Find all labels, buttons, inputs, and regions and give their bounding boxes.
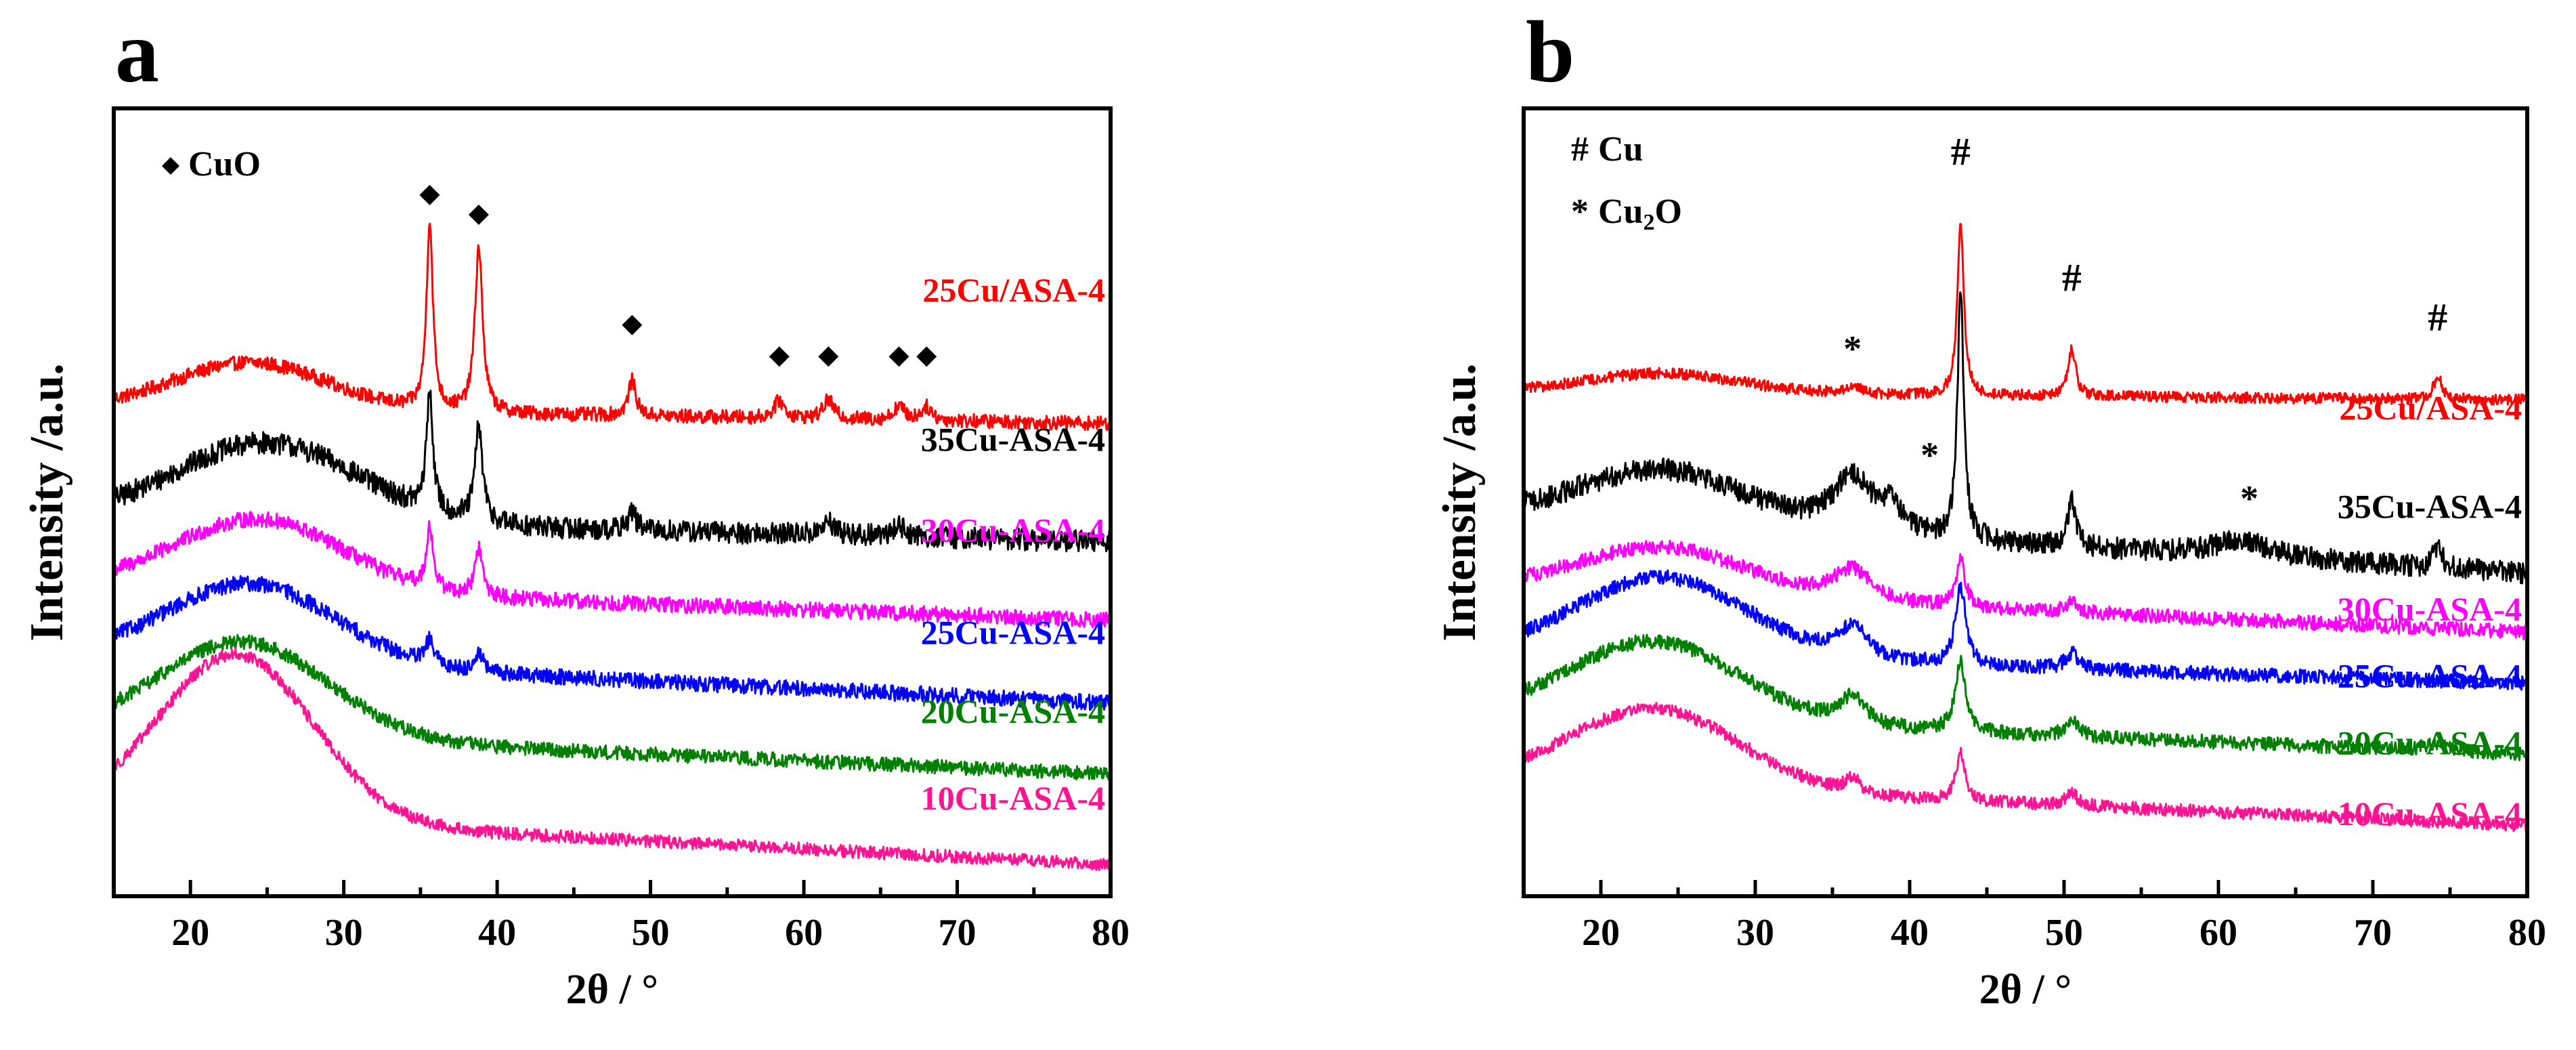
x-tick-label: 60	[2199, 912, 2237, 954]
cu-peak-marker: #	[2428, 295, 2447, 339]
x-tick-label: 30	[1736, 912, 1774, 954]
series-line-20cu-asa-4	[112, 633, 1112, 782]
series-label-20cu-asa-4: 20Cu-ASA-4	[921, 692, 1105, 730]
legend-label: CuO	[188, 145, 261, 184]
cu2o-peak-marker: *	[1920, 435, 1939, 476]
series-label-35cu-asa-4: 35Cu-ASA-4	[2338, 488, 2522, 526]
x-tick-label: 40	[478, 912, 516, 954]
series-line-30cu-asa-4	[1522, 539, 2529, 641]
series-label-25cu-asa-4: 25Cu-ASA-4	[2338, 657, 2522, 695]
x-tick-label: 70	[2354, 912, 2392, 954]
series-label-10cu-asa-4: 10Cu-ASA-4	[921, 779, 1105, 817]
series-line-10cu-asa-4	[112, 647, 1112, 871]
series-label-20cu-asa-4: 20Cu-ASA-4	[2338, 723, 2522, 761]
axes-frame	[112, 106, 1113, 898]
cu2o-peak-marker: *	[2240, 478, 2258, 519]
x-tick-label: 80	[2508, 912, 2546, 954]
panel-a: a 25Cu/ASA-4 35Cu-ASA-4 30Cu-ASA-4 25Cu-ASA-…	[21, 3, 1130, 1013]
x-axis-label: 2θ / °	[1979, 967, 2071, 1013]
cuo-peak-marker	[468, 205, 489, 226]
cu-peak-marker: #	[2062, 255, 2082, 299]
x-tick-label: 20	[171, 912, 209, 954]
legend-symbol	[162, 157, 179, 175]
cu2o-peak-marker: *	[1843, 329, 1862, 369]
cuo-peak-marker	[916, 346, 937, 367]
x-axis-label: 2θ / °	[566, 967, 658, 1013]
series-line-25cu-asa-4	[112, 222, 1112, 432]
series-line-35cu-asa-4	[112, 390, 1112, 553]
cuo-peak-marker	[818, 346, 839, 367]
x-tick-label: 50	[632, 912, 670, 954]
series-group	[112, 222, 1112, 871]
cuo-peak-marker	[888, 346, 909, 367]
x-tick-label: 80	[1092, 912, 1130, 954]
series-line-35cu-asa-4	[1523, 291, 2529, 585]
series-line-30cu-asa-4	[113, 511, 1112, 629]
panel-b: b 25Cu/ASA-4 35Cu-ASA-4 30Cu-ASA-4 25Cu-ASA-…	[1434, 3, 2546, 1013]
series-line-20cu-asa-4	[1522, 633, 2529, 761]
x-tick-label: 40	[1891, 912, 1929, 954]
series-label-25cu-asa-4: 25Cu/ASA-4	[923, 271, 1105, 309]
series-label-25cu-asa-4: 25Cu-ASA-4	[921, 614, 1105, 652]
series-label-30cu-asa-4: 30Cu-ASA-4	[2338, 590, 2522, 628]
y-axis-label: Intensity /a.u.	[21, 363, 73, 641]
x-tick-label: 70	[939, 912, 976, 954]
panel-letter: a	[115, 3, 159, 101]
x-tick-label: 30	[325, 912, 363, 954]
legend-symbol: #	[1571, 130, 1589, 169]
series-label-35cu-asa-4: 35Cu-ASA-4	[921, 421, 1105, 459]
x-tick-label: 50	[2045, 912, 2083, 954]
series-label-25cu-asa-4: 25Cu/ASA-4	[2340, 389, 2522, 427]
axes-frame	[1522, 106, 2529, 898]
x-tick-label: 60	[785, 912, 823, 954]
series-label-10cu-asa-4: 10Cu-ASA-4	[2338, 795, 2522, 833]
y-axis-label: Intensity /a.u.	[1434, 363, 1486, 641]
series-group	[1522, 223, 2529, 833]
panel-letter: b	[1526, 3, 1574, 101]
series-line-25cu-asa-4	[112, 574, 1112, 712]
series-line-25cu-asa-4	[1522, 569, 2529, 691]
x-tick-label: 20	[1582, 912, 1620, 954]
cu-peak-marker: #	[1951, 129, 1971, 173]
legend-label: Cu2O	[1598, 192, 1682, 235]
series-label-30cu-asa-4: 30Cu-ASA-4	[921, 511, 1105, 549]
cuo-peak-marker	[622, 314, 643, 335]
legend-label: Cu	[1598, 130, 1643, 169]
series-line-10cu-asa-4	[1522, 702, 2529, 833]
cuo-peak-marker	[419, 184, 440, 205]
cuo-peak-marker	[769, 346, 790, 367]
series-line-25cu-asa-4	[1522, 223, 2529, 406]
legend-symbol: *	[1571, 192, 1589, 231]
